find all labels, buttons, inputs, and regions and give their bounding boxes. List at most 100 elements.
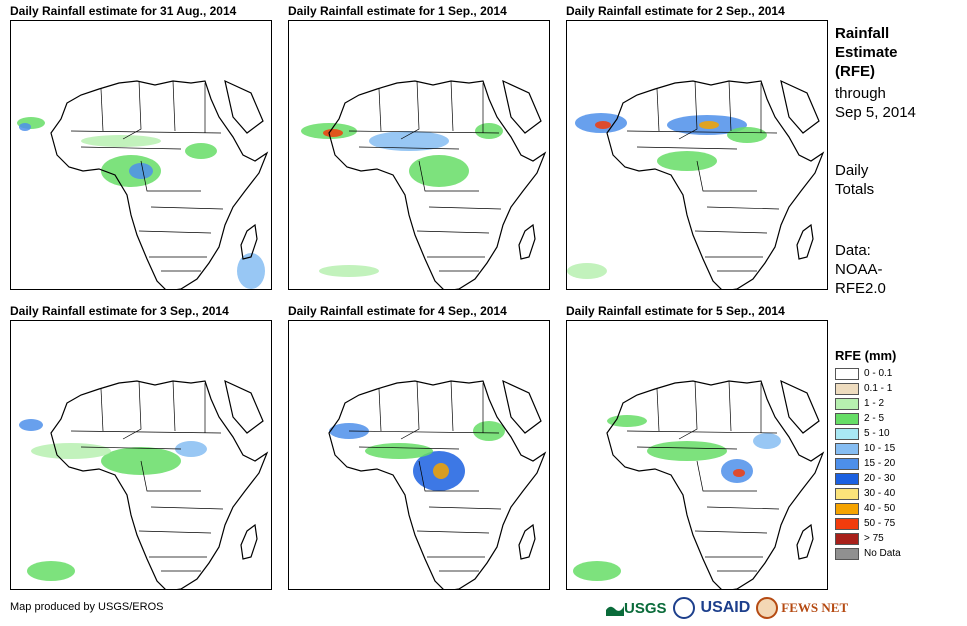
legend-swatch [835,412,859,425]
country-border [378,388,382,432]
legend-item: > 75 [835,531,901,546]
rainfall-area [473,421,505,441]
rainfall-map [10,20,272,290]
country-border [656,88,660,132]
logo-strip: USGS USAID FEWS NET [606,595,848,621]
through-date: through Sep 5, 2014 [835,84,916,122]
rainfall-area [595,121,611,129]
usgs-wave-icon [606,606,624,616]
usaid-seal-icon [672,597,695,619]
country-border [140,460,201,492]
country-border [70,130,222,134]
country-border [694,530,768,534]
coastline [606,380,825,589]
legend-swatch [835,532,859,545]
fews-net-logo-text: FEWS NET [781,600,849,615]
country-border [450,380,454,432]
rainfall-map [288,20,550,290]
country-border [418,160,479,192]
africa-map [567,79,825,289]
rainfall-area [409,155,469,187]
usgs-logo-text: USGS [624,599,667,617]
africa-map [328,379,547,589]
coastline [240,523,258,560]
country-border [400,80,420,140]
country-border [694,230,768,234]
africa-map [301,79,547,289]
legend-item: 2 - 5 [835,411,901,426]
africa-map [19,379,269,589]
country-border [428,506,502,510]
coastline [502,379,542,434]
fews-net-logo: FEWS NET [756,597,848,619]
legend-label: 5 - 10 [864,428,890,439]
product-title: Rainfall Estimate (RFE) [835,24,898,81]
legend-label: 10 - 15 [864,443,896,454]
rainfall-area [433,463,449,479]
legend-rows: 0 - 0.1 0.1 - 1 1 - 2 2 - 5 5 - 10 10 - 15 15 … [835,366,901,561]
country-border [150,506,224,510]
usaid-logo: USAID [700,599,751,616]
rainfall-area [733,469,745,477]
country-border [348,430,500,434]
country-border [172,380,176,432]
rainfall-area [129,163,153,179]
legend: RFE (mm) 0 - 0.1 0.1 - 1 1 - 2 2 - 5 5 - 10 1… [835,348,901,561]
country-border [100,88,104,132]
panel-title: Daily Rainfall estimate for 31 Aug., 201… [10,4,237,18]
country-border [706,506,780,510]
country-border [172,80,176,132]
legend-item: 0.1 - 1 [835,381,901,396]
rainfall-area [81,135,161,147]
legend-item: 40 - 50 [835,501,901,516]
rainfall-area [31,443,111,459]
legend-swatch [835,457,859,470]
country-border [656,388,660,432]
rainfall-area [573,561,621,581]
legend-label: 15 - 20 [864,458,896,469]
legend-label: 40 - 50 [864,503,896,514]
country-border [696,460,757,492]
legend-swatch [835,427,859,440]
rainfall-area [657,151,717,171]
country-border [416,530,490,534]
coastline [502,79,542,134]
rainfall-area [185,143,217,159]
data-source: Data: NOAA- RFE2.0 [835,241,886,298]
legend-swatch [835,442,859,455]
coastline [240,223,258,260]
rainfall-map [10,320,272,590]
country-border [706,206,780,210]
rainfall-map [566,20,828,290]
country-border [138,230,212,234]
product-title-line: Rainfall [835,25,890,42]
country-border [378,88,382,132]
legend-label: > 75 [864,533,884,544]
coastline [224,79,264,134]
coastline [328,80,547,289]
map-panel-1: Daily Rainfall estimate for 31 Aug., 201… [10,4,272,290]
country-border [122,380,142,440]
legend-title: RFE (mm) [835,348,897,363]
rainfall-area [753,433,781,449]
rainfall-area [727,127,767,143]
country-border [358,146,460,150]
legend-label: No Data [864,548,901,559]
legend-item: 1 - 2 [835,396,901,411]
panel-title: Daily Rainfall estimate for 5 Sep., 2014 [566,304,785,318]
coastline [50,380,269,589]
country-border [626,130,778,134]
legend-item: No Data [835,546,901,561]
rainfall-area [365,443,433,459]
country-border [140,160,201,192]
legend-swatch [835,382,859,395]
legend-item: 30 - 40 [835,486,901,501]
map-panel-6: Daily Rainfall estimate for 5 Sep., 2014 [566,304,828,590]
rainfall-area [699,121,719,129]
legend-item: 10 - 15 [835,441,901,456]
legend-item: 0 - 0.1 [835,366,901,381]
rainfall-map [288,320,550,590]
product-title-line: (RFE) [835,63,875,80]
africa-map [17,79,269,289]
rainfall-area [27,561,75,581]
